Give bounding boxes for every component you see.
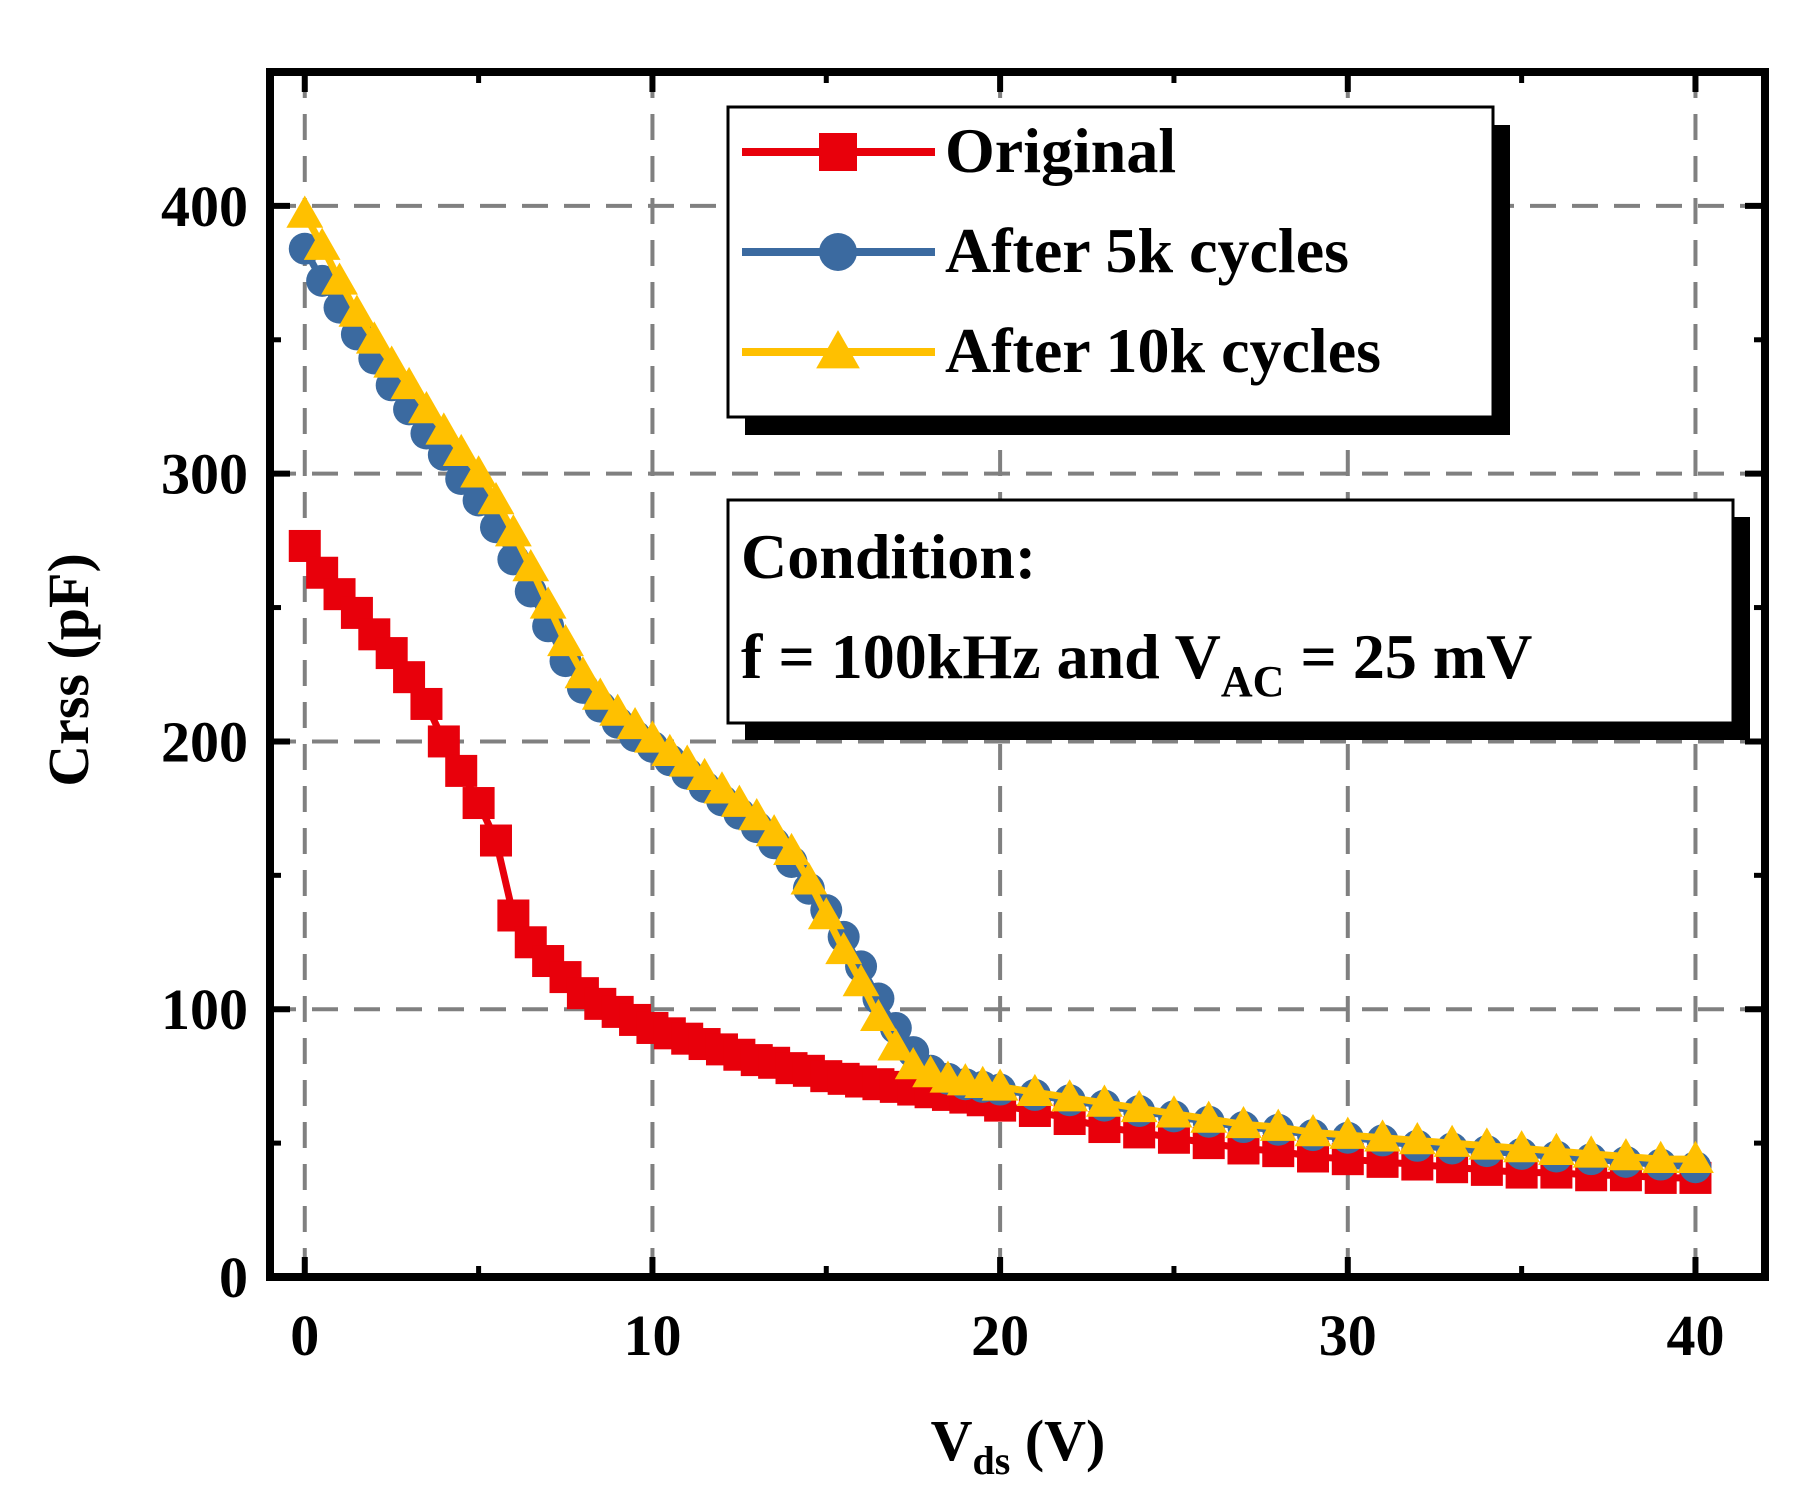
y-tick-label: 300 bbox=[161, 442, 248, 507]
x-axis-label-main: V bbox=[931, 1408, 973, 1473]
x-tick-label: 20 bbox=[971, 1303, 1029, 1368]
data-point bbox=[1468, 1127, 1506, 1160]
data-point bbox=[393, 661, 426, 694]
data-point bbox=[303, 227, 341, 260]
data-point bbox=[564, 656, 602, 689]
data-point bbox=[668, 744, 706, 777]
data-point bbox=[1120, 1089, 1158, 1123]
data-point bbox=[286, 195, 324, 228]
annotation-line2-sub: AC bbox=[1221, 657, 1285, 706]
data-point bbox=[651, 733, 689, 766]
data-point bbox=[1537, 1132, 1575, 1165]
x-tick-label: 10 bbox=[623, 1303, 681, 1368]
annotation-line2-prefix: f = 100kHz and V bbox=[741, 621, 1221, 692]
data-point bbox=[410, 687, 443, 720]
data-point bbox=[529, 586, 567, 619]
data-point bbox=[634, 720, 671, 753]
data-point bbox=[408, 391, 445, 424]
x-axis-label: Vds (V) bbox=[931, 1408, 1106, 1483]
data-point bbox=[1364, 1119, 1401, 1152]
data-point bbox=[1433, 1124, 1471, 1157]
series-group bbox=[286, 195, 1714, 1194]
data-point bbox=[460, 455, 498, 488]
annotation-line2: f = 100kHz and VAC = 25 mV bbox=[741, 621, 1532, 706]
plot-frame bbox=[266, 68, 1769, 1281]
data-point bbox=[497, 899, 530, 932]
y-tick-label: 0 bbox=[219, 1245, 248, 1310]
data-point bbox=[703, 771, 741, 804]
x-axis-label-sub: ds bbox=[973, 1438, 1011, 1483]
data-point bbox=[390, 366, 428, 400]
annotation-line1: Condition: bbox=[741, 521, 1036, 592]
data-point bbox=[842, 964, 880, 997]
legend: Original After 5k cycles After 10k cycles bbox=[726, 105, 1510, 435]
data-point bbox=[425, 412, 463, 445]
data-point bbox=[1642, 1140, 1680, 1173]
data-point bbox=[477, 482, 515, 515]
x-axis-label-unit: (V) bbox=[1010, 1408, 1105, 1473]
data-point bbox=[442, 433, 480, 467]
legend-label: After 5k cycles bbox=[945, 215, 1349, 286]
data-point bbox=[877, 1028, 915, 1061]
series-after-10k-cycles bbox=[286, 195, 1714, 1173]
data-point bbox=[1677, 1140, 1714, 1173]
annotation-box bbox=[726, 498, 1735, 725]
x-tick-label: 30 bbox=[1319, 1303, 1377, 1368]
data-point bbox=[1572, 1135, 1610, 1168]
data-point bbox=[479, 824, 512, 857]
data-point bbox=[860, 998, 897, 1032]
data-point bbox=[321, 262, 358, 295]
data-point bbox=[720, 784, 758, 817]
data-point bbox=[825, 931, 863, 965]
data-point bbox=[807, 897, 845, 930]
data-point bbox=[599, 693, 637, 726]
data-point bbox=[288, 529, 321, 562]
data-point bbox=[686, 757, 723, 791]
data-point bbox=[373, 345, 411, 378]
data-point bbox=[494, 514, 532, 547]
data-point bbox=[462, 787, 495, 820]
condition-annotation: Condition: f = 100kHz and VAC = 25 mV bbox=[726, 498, 1750, 740]
y-axis-label: Crss (pF) bbox=[36, 553, 101, 787]
data-point bbox=[1259, 1108, 1297, 1141]
data-point bbox=[355, 321, 393, 354]
data-point bbox=[1051, 1079, 1089, 1112]
data-point bbox=[773, 832, 810, 866]
data-point bbox=[1607, 1138, 1645, 1171]
data-point bbox=[1329, 1116, 1367, 1149]
data-point bbox=[1225, 1105, 1262, 1139]
data-point bbox=[1086, 1084, 1123, 1117]
legend-marker bbox=[819, 233, 857, 271]
x-tick-label: 0 bbox=[290, 1303, 319, 1368]
y-tick-label: 400 bbox=[161, 174, 248, 239]
y-tick-label: 100 bbox=[161, 977, 248, 1042]
data-point bbox=[755, 814, 793, 847]
data-point bbox=[981, 1068, 1019, 1101]
legend-entries: Original After 5k cycles After 10k cycles bbox=[742, 115, 1381, 386]
data-point bbox=[616, 706, 654, 740]
data-point bbox=[1398, 1122, 1436, 1155]
y-tick-label: 200 bbox=[161, 709, 248, 774]
data-point bbox=[790, 862, 828, 895]
x-tick-label: 40 bbox=[1666, 1303, 1724, 1368]
data-point bbox=[1503, 1130, 1541, 1163]
data-point bbox=[738, 798, 776, 831]
data-point bbox=[1190, 1100, 1228, 1133]
data-point bbox=[427, 725, 460, 758]
legend-marker bbox=[816, 330, 860, 369]
annotation-line2-suffix: = 25 mV bbox=[1284, 621, 1532, 692]
legend-label: After 10k cycles bbox=[945, 315, 1381, 386]
data-point bbox=[581, 677, 619, 710]
data-point bbox=[1155, 1095, 1193, 1128]
data-point bbox=[1294, 1114, 1332, 1147]
legend-label: Original bbox=[945, 115, 1176, 186]
data-point bbox=[547, 623, 584, 657]
legend-marker bbox=[819, 133, 857, 171]
data-point bbox=[338, 294, 376, 327]
data-point bbox=[512, 548, 550, 582]
data-point bbox=[1016, 1073, 1054, 1107]
data-point bbox=[445, 754, 478, 787]
